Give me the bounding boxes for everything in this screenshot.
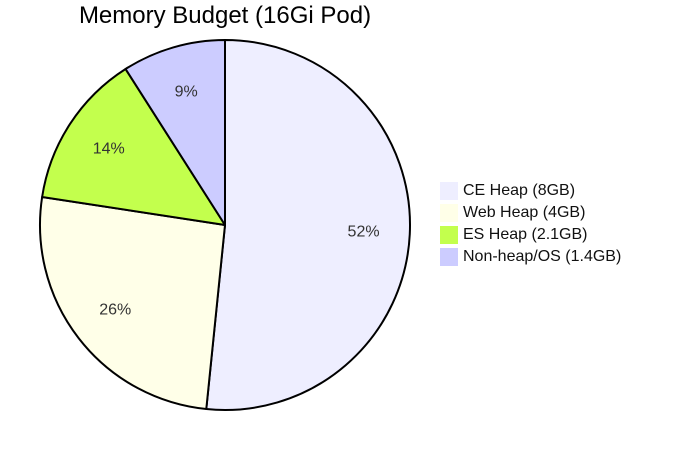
legend-item: ES Heap (2.1GB) bbox=[440, 224, 621, 246]
legend-swatch bbox=[440, 226, 458, 244]
legend-item: Non-heap/OS (1.4GB) bbox=[440, 246, 621, 268]
slice-percent-label: 14% bbox=[93, 141, 125, 158]
pie-slice bbox=[205, 39, 411, 411]
pie-slice bbox=[41, 68, 226, 226]
legend-swatch bbox=[440, 248, 458, 266]
legend-label: Non-heap/OS (1.4GB) bbox=[463, 248, 622, 265]
pie-slice bbox=[39, 195, 226, 411]
chart-legend: CE Heap (8GB) Web Heap (4GB) ES Heap (2.1G… bbox=[440, 180, 621, 268]
legend-label: CE Heap (8GB) bbox=[463, 182, 576, 199]
slice-percent-label: 52% bbox=[348, 224, 380, 241]
legend-label: Web Heap (4GB) bbox=[463, 204, 586, 221]
slice-percent-label: 26% bbox=[99, 301, 131, 318]
pie-slice bbox=[124, 39, 226, 226]
legend-swatch bbox=[440, 182, 458, 200]
legend-item: CE Heap (8GB) bbox=[440, 180, 621, 202]
chart-title: Memory Budget (16Gi Pod) bbox=[78, 2, 372, 29]
slice-percent-label: 9% bbox=[175, 83, 198, 100]
legend-label: ES Heap (2.1GB) bbox=[463, 226, 588, 243]
legend-swatch bbox=[440, 204, 458, 222]
legend-item: Web Heap (4GB) bbox=[440, 202, 621, 224]
